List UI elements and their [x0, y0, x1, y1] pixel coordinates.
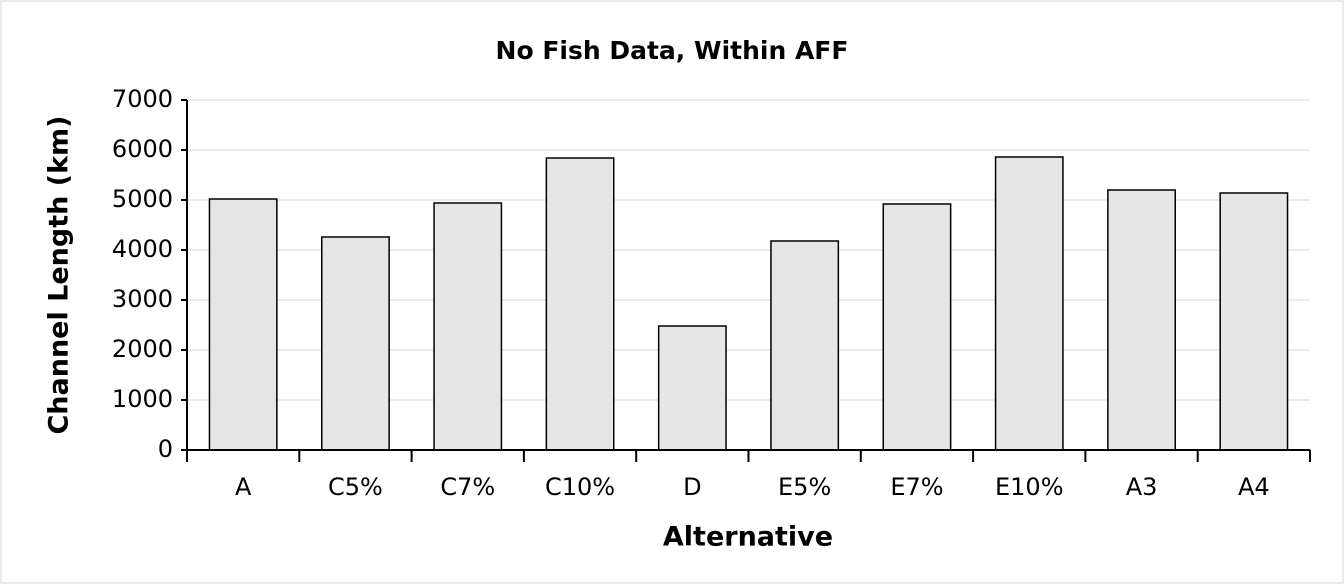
bar [1107, 189, 1176, 451]
y-tick-label: 0 [158, 435, 173, 463]
bar [545, 157, 615, 451]
x-tick-label: A3 [1126, 473, 1158, 501]
x-tick-label: A [235, 473, 252, 501]
bar [208, 198, 278, 451]
x-tick-label: E7% [890, 473, 943, 501]
bar [994, 156, 1064, 451]
y-tick-label: 5000 [112, 185, 173, 213]
x-tick-label: C7% [440, 473, 495, 501]
bar [770, 240, 840, 451]
x-tick-label: E10% [995, 473, 1064, 501]
y-axis-label: Channel Length (km) [44, 115, 75, 434]
bar [657, 325, 727, 451]
x-axis-label: Alternative [663, 522, 833, 553]
y-tick-label: 4000 [112, 235, 173, 263]
x-tick-label: C10% [545, 473, 615, 501]
bar [321, 236, 390, 451]
bar [882, 203, 952, 451]
y-tick-label: 7000 [112, 85, 173, 113]
bar [433, 202, 503, 451]
y-tick-label: 1000 [112, 385, 173, 413]
y-tick-label: 2000 [112, 335, 173, 363]
y-tick-label: 3000 [112, 285, 173, 313]
chart-title: No Fish Data, Within AFF [496, 36, 849, 65]
x-tick-label: C5% [328, 473, 383, 501]
x-tick-label: E5% [778, 473, 831, 501]
x-tick-label: D [683, 473, 701, 501]
bar [1219, 192, 1289, 451]
x-tick-label: A4 [1238, 473, 1270, 501]
y-tick-label: 6000 [112, 135, 173, 163]
